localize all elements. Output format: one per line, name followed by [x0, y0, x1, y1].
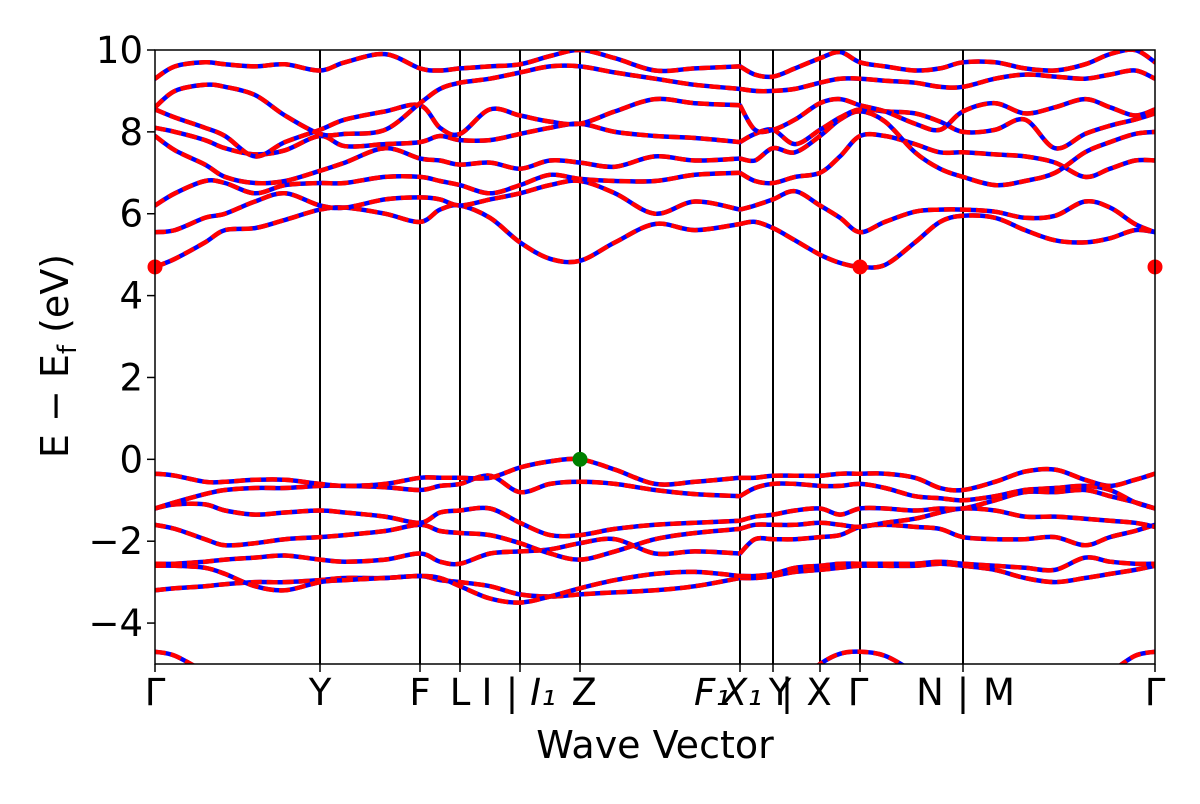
- band-line-interp: [155, 473, 1155, 511]
- x-tick-label: Γ: [1145, 671, 1166, 714]
- x-tick-label: X₁: [720, 671, 762, 714]
- x-tick-label: Y: [308, 671, 332, 714]
- vbm-marker: [572, 451, 588, 467]
- x-tick-label: Y: [768, 671, 792, 714]
- x-tick-label: M: [983, 671, 1015, 714]
- band-line-interp: [155, 506, 1155, 562]
- band-line-interp: [155, 487, 1155, 539]
- band-line-dft: [155, 106, 1155, 157]
- x-tick-label: I₁: [530, 671, 556, 714]
- x-tick-label: X: [806, 671, 831, 714]
- plot-frame: [154, 49, 1156, 665]
- y-axis-label: E − Ef (eV): [33, 254, 83, 458]
- band-line-interp: [155, 522, 1155, 567]
- x-tick-label: |: [781, 671, 793, 714]
- cbm-marker: [852, 259, 868, 275]
- x-tick-label: F₁: [694, 671, 730, 714]
- band-line-interp: [155, 96, 1155, 159]
- band-line-interp: [155, 109, 1155, 188]
- y-tick-label: 8: [119, 111, 143, 154]
- x-tick-label: N: [916, 671, 944, 714]
- x-tick-label: F: [409, 671, 430, 714]
- x-tick-label: Z: [571, 671, 596, 714]
- x-tick-label: Γ: [145, 671, 166, 714]
- y-tick-label: −2: [88, 520, 143, 563]
- x-tick-label: Γ: [848, 671, 869, 714]
- band-line-interp: [155, 50, 1155, 81]
- y-tick-label: −4: [88, 602, 143, 645]
- y-axis-label-text: E − Ef (eV): [33, 254, 83, 458]
- band-line-interp: [155, 555, 1155, 605]
- band-line-dft: [155, 131, 1155, 208]
- band-line-interp: [155, 178, 1155, 235]
- y-tick-label: 2: [119, 356, 143, 399]
- y-tick-label: 4: [119, 275, 143, 318]
- x-tick-label: L: [450, 671, 471, 714]
- band-line-interp: [155, 131, 1155, 208]
- y-tick-label: 10: [96, 29, 143, 72]
- band-line-interp: [155, 63, 1155, 138]
- plot-area: [155, 50, 1155, 664]
- band-line-interp: [155, 106, 1155, 157]
- x-axis-label: Wave Vector: [536, 723, 774, 767]
- band-line-interp: [155, 202, 1155, 270]
- band-line-interp: [155, 456, 1155, 493]
- x-tick-label: |: [957, 671, 969, 714]
- x-tick-label: I: [482, 671, 493, 714]
- y-tick-label: 6: [119, 193, 143, 236]
- x-tick-label: |: [506, 671, 518, 714]
- y-tick-label: 0: [119, 438, 143, 481]
